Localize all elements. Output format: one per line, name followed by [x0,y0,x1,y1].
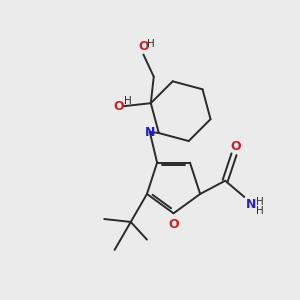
Text: O: O [168,218,179,231]
Text: O: O [113,100,124,112]
Text: H: H [256,206,263,216]
Text: O: O [138,40,149,53]
Text: O: O [230,140,241,153]
Text: N: N [145,126,155,139]
Text: H: H [256,197,263,207]
Text: N: N [246,198,256,212]
Text: H: H [124,95,131,106]
Text: H: H [147,39,155,49]
